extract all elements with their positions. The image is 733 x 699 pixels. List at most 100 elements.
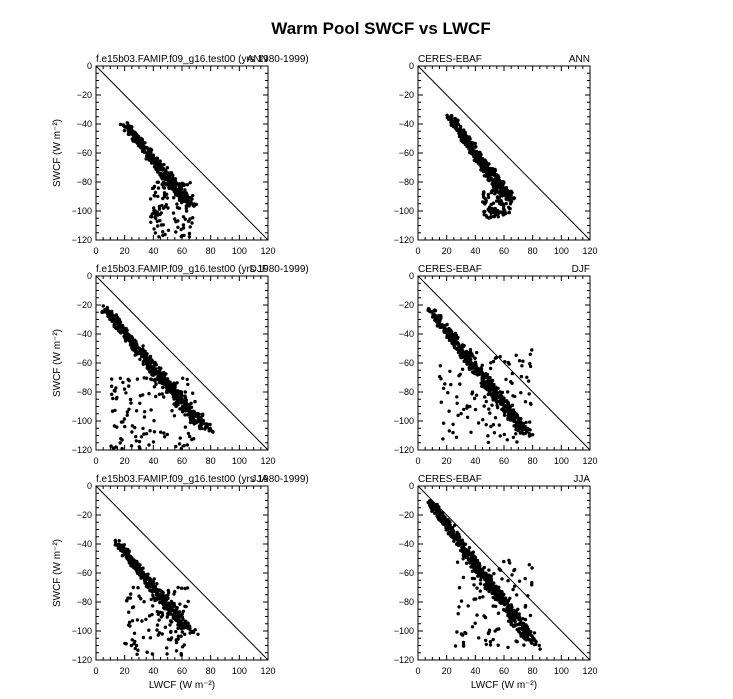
scatter-point [523, 603, 528, 608]
scatter-point [507, 558, 511, 562]
scatter-point [110, 392, 114, 396]
x-tick-label: 60 [499, 456, 509, 466]
scatter-point [141, 142, 145, 146]
scatter-point [180, 397, 184, 401]
scatter-point [121, 420, 125, 424]
scatter-point [152, 589, 156, 594]
scatter-point [116, 544, 120, 548]
scatter-point [158, 212, 162, 217]
scatter-point [178, 188, 183, 192]
scatter-point [470, 625, 475, 629]
scatter-point [137, 568, 141, 573]
scatter-point [111, 396, 115, 401]
scatter-point [153, 194, 157, 198]
scatter-point [488, 643, 493, 647]
y-axis-label: SWCF (W m⁻²) [52, 329, 63, 397]
scatter-point [149, 578, 153, 583]
scatter-point [203, 427, 207, 431]
scatter-point [166, 228, 171, 232]
scatter-point [495, 405, 500, 410]
scatter-point [183, 621, 188, 625]
y-tick-label: −60 [77, 148, 92, 158]
scatter-point [525, 637, 529, 641]
scatter-point [176, 585, 180, 590]
scatter-point [149, 357, 153, 362]
scatter-point [172, 196, 176, 200]
scatter-point [464, 561, 469, 565]
scatter-point [492, 571, 496, 576]
scatter-point [199, 417, 204, 422]
scatter-point [179, 619, 183, 624]
y-tick-label: −100 [394, 416, 414, 426]
scatter-point [110, 409, 115, 413]
scatter-point [155, 219, 159, 224]
scatter-point [149, 360, 153, 365]
scatter-point [186, 599, 190, 604]
scatter-point [430, 502, 434, 506]
scatter-point [180, 200, 184, 205]
scatter-point [484, 576, 488, 580]
x-tick-label: 40 [148, 456, 158, 466]
scatter-point [438, 512, 442, 517]
scatter-point [510, 403, 515, 407]
panel-left-label: CERES-EBAF [418, 474, 482, 485]
scatter-point [164, 601, 168, 606]
scatter-point [504, 201, 508, 206]
scatter-point [115, 395, 119, 400]
scatter-point [517, 579, 522, 583]
scatter-point [139, 435, 144, 439]
scatter-point [502, 559, 506, 564]
scatter-point [115, 325, 119, 329]
scatter-point [487, 577, 491, 582]
x-tick-label: 40 [470, 666, 480, 676]
scatter-point [115, 425, 119, 429]
scatter-point [162, 431, 166, 435]
scatter-point [131, 605, 136, 609]
y-tick-label: −40 [399, 539, 414, 549]
scatter-point [512, 584, 517, 588]
scatter-point [130, 619, 135, 623]
scatter-point [171, 177, 176, 181]
scatter-point [476, 153, 480, 158]
scatter-point [193, 399, 197, 404]
scatter-point [479, 368, 483, 373]
scatter-point [506, 607, 510, 611]
scatter-point [473, 407, 478, 412]
scatter-point [486, 392, 491, 397]
scatter-point [156, 375, 161, 379]
scatter-point [484, 174, 488, 178]
scatter-point [162, 435, 167, 439]
scatter-point [500, 577, 504, 581]
scatter-point [133, 349, 138, 354]
scatter-point [443, 382, 447, 386]
scatter-point [152, 430, 157, 434]
scatter-point [173, 590, 177, 594]
scatter-point [515, 413, 520, 418]
scatter-point [130, 564, 134, 568]
scatter-point [455, 560, 460, 564]
scatter-point [124, 642, 128, 646]
scatter-point [182, 406, 187, 410]
scatter-point [447, 326, 451, 331]
scatter-point [143, 150, 147, 154]
y-tick-label: −100 [394, 206, 414, 216]
scatter-point [130, 132, 134, 136]
scatter-point [479, 165, 484, 170]
scatter-point [141, 344, 145, 348]
scatter-point [456, 541, 460, 545]
scatter-point [484, 169, 488, 174]
scatter-point [487, 630, 491, 634]
scatter-point [521, 359, 525, 363]
scatter-point [122, 123, 126, 128]
scatter-point [520, 425, 525, 430]
scatter-point [183, 586, 187, 591]
scatter-point [506, 417, 510, 421]
scatter-point [490, 583, 494, 587]
y-tick-label: −120 [72, 445, 92, 455]
scatter-point [488, 215, 493, 220]
scatter-point [481, 595, 485, 599]
scatter-point [453, 346, 457, 350]
scatter-point [170, 180, 174, 184]
scatter-point [461, 575, 466, 580]
scatter-point [530, 583, 534, 587]
